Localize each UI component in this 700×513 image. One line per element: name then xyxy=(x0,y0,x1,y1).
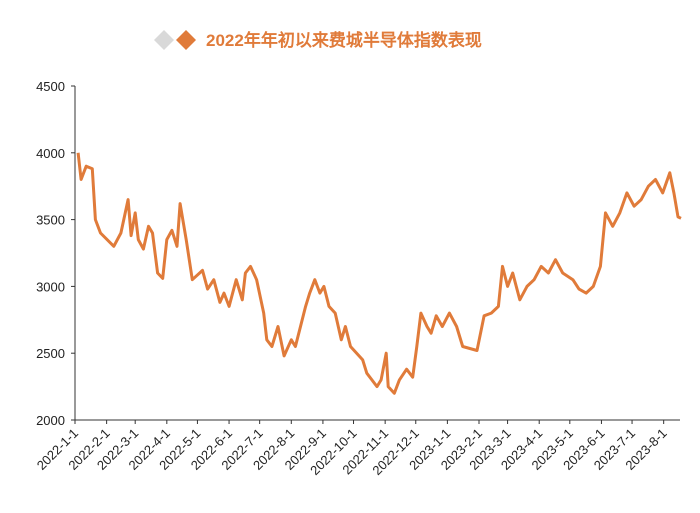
line xyxy=(76,152,682,395)
y-tick-label: 2000 xyxy=(36,413,65,428)
chart-title: 2022年年初以来费城半导体指数表现 xyxy=(206,30,482,50)
y-tick-label: 4500 xyxy=(36,79,65,94)
legend-icon xyxy=(154,30,174,50)
y-tick-label: 3000 xyxy=(36,279,65,294)
y-tick-label: 2500 xyxy=(36,346,65,361)
legend-icon xyxy=(176,30,196,50)
y-tick-label: 3500 xyxy=(36,213,65,228)
y-tick-label: 4000 xyxy=(36,146,65,161)
